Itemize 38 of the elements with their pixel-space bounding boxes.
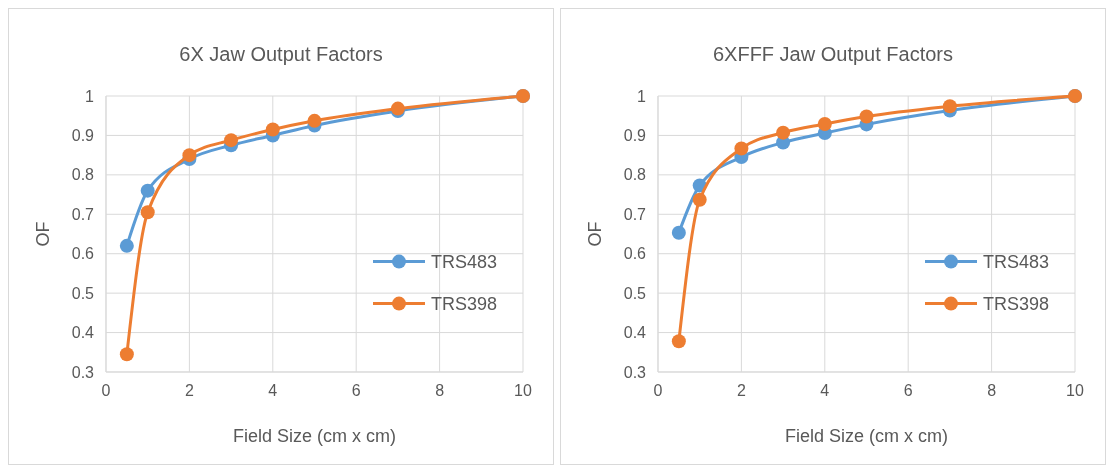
x-tick-label: 8 (987, 382, 997, 399)
legend-label: TRS398 (431, 293, 498, 314)
y-tick-label: 0.8 (71, 166, 95, 184)
x-axis-title: Field Size (cm x cm) (232, 426, 397, 446)
y-tick-label: 0.4 (623, 324, 647, 342)
y-tick-label: 0.4 (71, 324, 95, 342)
x-tick-label: 4 (268, 382, 278, 399)
x-tick-label: 10 (514, 382, 532, 399)
x-tick-label: 4 (820, 382, 830, 399)
x-tick-label: 8 (435, 382, 445, 399)
y-tick-label: 0.9 (623, 127, 647, 145)
x-axis-title: Field Size (cm x cm) (784, 426, 949, 446)
x-tick-label: 10 (1066, 382, 1084, 399)
x-tick-label: 6 (903, 382, 913, 399)
y-tick-label: 0.5 (623, 284, 647, 302)
y-tick-label: 0.6 (71, 245, 95, 263)
chart-title: 6X Jaw Output Factors (179, 43, 383, 65)
y-tick-label: 1 (85, 87, 95, 105)
legend-label: TRS483 (983, 251, 1050, 272)
y-tick-label: 0.3 (71, 363, 95, 381)
y-tick-label: 0.3 (623, 363, 647, 381)
legend-label: TRS483 (431, 251, 498, 272)
y-tick-label: 0.7 (623, 205, 647, 223)
y-axis-title: OF (585, 221, 605, 247)
x-tick-label: 6 (351, 382, 361, 399)
legend-label: TRS398 (983, 293, 1050, 314)
chart-title: 6XFFF Jaw Output Factors (712, 43, 954, 65)
y-tick-label: 0.6 (623, 245, 647, 263)
y-tick-label: 0.5 (71, 284, 95, 302)
x-tick-label: 2 (736, 382, 746, 399)
y-axis-title: OF (33, 221, 53, 247)
x-tick-label: 0 (653, 382, 663, 399)
y-tick-label: 0.7 (71, 205, 95, 223)
y-tick-label: 0.9 (71, 127, 95, 145)
x-tick-label: 0 (101, 382, 111, 399)
x-tick-label: 2 (184, 382, 194, 399)
y-tick-label: 0.8 (623, 166, 647, 184)
y-tick-label: 1 (637, 87, 647, 105)
